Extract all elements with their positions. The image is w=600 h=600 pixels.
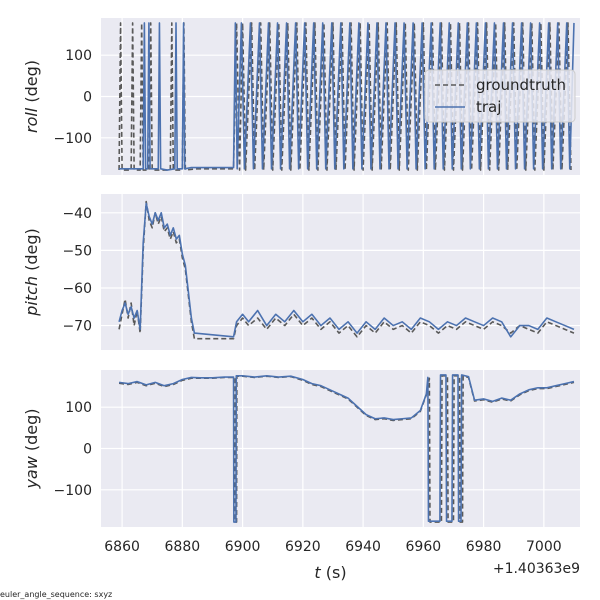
pitch-ytick-label: −60 (62, 281, 92, 297)
pitch-ylabel-symbol: pitch (22, 276, 41, 317)
xtick-label: 6960 (406, 539, 442, 555)
xtick-label: 6980 (466, 539, 502, 555)
pitch-ylabel-unit: (deg) (22, 228, 41, 276)
pitch-ylabel: pitch (deg) (22, 228, 41, 317)
pitch-plot-area (101, 194, 580, 350)
yaw-ytick-label: −100 (54, 483, 92, 499)
xtick-label: 6900 (225, 539, 261, 555)
xlabel-unit: (s) (321, 563, 347, 582)
pitch-ytick-label: −50 (62, 243, 92, 259)
xtick-label: 6860 (104, 539, 140, 555)
pitch-series-traj (118, 202, 575, 338)
yaw-ytick-label: 0 (83, 442, 92, 458)
yaw-ylabel: yaw (deg) (22, 408, 41, 489)
yaw-ylabel-symbol: yaw (22, 455, 41, 489)
pitch-ytick-label: −40 (62, 206, 92, 222)
legend-box (424, 69, 576, 123)
roll-series-traj (119, 22, 575, 171)
roll-ytick-label: −100 (54, 131, 92, 147)
xtick-label: 6940 (345, 539, 381, 555)
xtick-label: 7000 (526, 539, 562, 555)
pitch-panel: −70 −60 −50 −40 pitch (deg) (22, 194, 580, 350)
xlabel-symbol: t (314, 563, 321, 582)
legend-label-groundtruth: groundtruth (476, 76, 566, 94)
pitch-ytick-label: −70 (62, 319, 92, 335)
legend: groundtruth traj (424, 69, 576, 123)
xtick-label: 6920 (285, 539, 321, 555)
footnote: euler_angle_sequence: sxyz (0, 590, 112, 599)
x-offset-label: +1.40363e9 (493, 561, 580, 577)
yaw-ylabel-unit: (deg) (22, 408, 41, 456)
yaw-panel: −100 0 100 yaw (deg) 6860 6880 6900 6920 6940 696… (22, 370, 580, 582)
roll-ylabel: roll (deg) (22, 60, 41, 133)
xtick-label: 6880 (165, 539, 201, 555)
yaw-series-traj (118, 374, 575, 523)
roll-panel: −100 0 100 roll (deg) groundtruth traj (22, 18, 580, 175)
roll-ylabel-symbol: roll (22, 107, 41, 133)
roll-ytick-label: 100 (65, 48, 92, 64)
roll-ytick-label: 0 (83, 90, 92, 106)
yaw-ytick-label: 100 (65, 400, 92, 416)
xlabel: t (s) (314, 563, 346, 582)
pitch-series-groundtruth (118, 200, 575, 340)
roll-ylabel-unit: (deg) (22, 60, 41, 108)
legend-label-traj: traj (476, 98, 501, 116)
